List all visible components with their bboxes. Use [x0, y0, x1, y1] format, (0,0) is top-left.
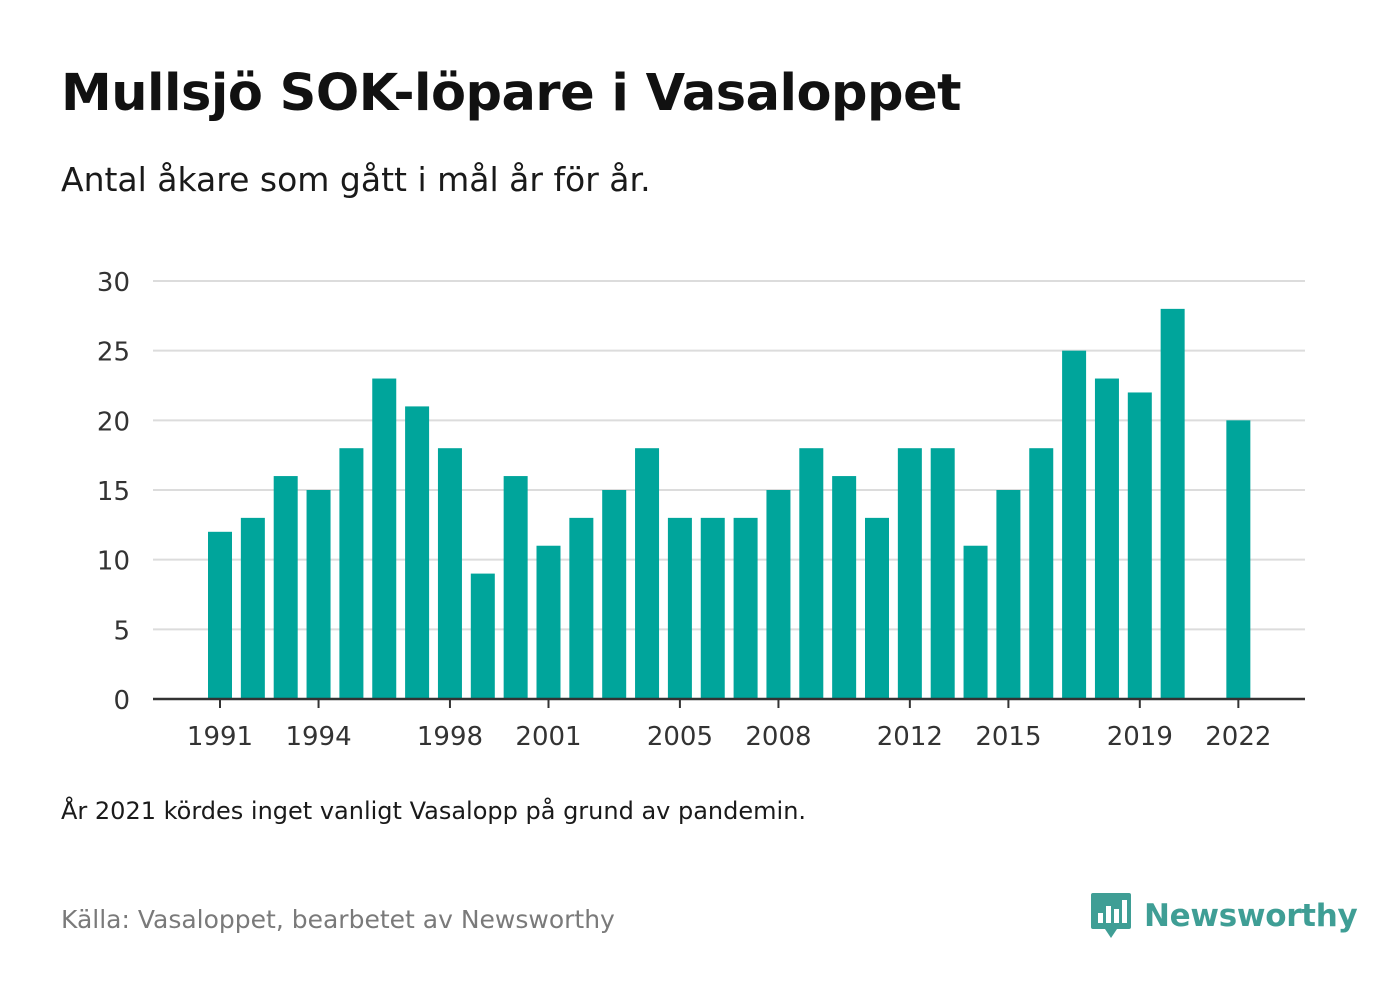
x-tick-label: 1998: [417, 722, 483, 752]
x-tick-label: 1991: [187, 722, 253, 752]
bar: [1062, 350, 1087, 699]
bar: [635, 448, 660, 699]
bar: [963, 545, 988, 699]
bar: [306, 490, 331, 699]
bar: [832, 476, 857, 699]
bar: [208, 531, 232, 699]
bar: [996, 490, 1021, 699]
bar: [405, 406, 430, 699]
x-tick-label: 2022: [1205, 722, 1271, 752]
y-tick-label: 10: [97, 547, 130, 577]
bar: [1094, 378, 1119, 699]
bar: [700, 517, 725, 699]
bar: [865, 517, 889, 699]
newsworthy-logo: Newsworthy: [1090, 891, 1358, 941]
x-tick-label: 2015: [975, 722, 1041, 752]
x-axis: [153, 697, 1305, 708]
y-tick-label: 30: [97, 268, 130, 298]
bar: [1127, 392, 1152, 699]
bar: [240, 517, 265, 699]
bar: [339, 448, 364, 699]
y-tick-label: 20: [97, 407, 130, 437]
bar: [503, 476, 528, 699]
y-tick-label: 25: [97, 338, 130, 368]
bar: [1160, 308, 1185, 699]
bar: [897, 448, 922, 699]
y-tick-label: 15: [97, 477, 130, 507]
bar: [1226, 420, 1251, 699]
source-credit: Källa: Vasaloppet, bearbetet av Newswort…: [61, 905, 615, 934]
bar: [766, 490, 791, 699]
chart-note: År 2021 kördes inget vanligt Vasalopp på…: [61, 797, 807, 825]
x-tick-label: 2005: [647, 722, 713, 752]
bar: [733, 517, 758, 699]
newsworthy-logo-text: Newsworthy: [1144, 898, 1358, 934]
x-tick-label: 2012: [877, 722, 943, 752]
bar: [273, 476, 298, 699]
bar: [372, 378, 397, 699]
bar: [1029, 448, 1054, 699]
bar: [437, 448, 462, 699]
newsworthy-logo-icon: [1091, 893, 1131, 938]
x-tick-label: 1994: [285, 722, 351, 752]
chart-title: Mullsjö SOK-löpare i Vasaloppet: [61, 64, 962, 123]
bar: [569, 517, 594, 699]
y-tick-label: 5: [113, 616, 130, 646]
x-axis-labels: 1991 1994 1998 2001 2005 2008 2012 2015 2019 2022: [187, 722, 1272, 752]
bar: [470, 573, 495, 699]
bar: [602, 490, 627, 699]
bar-chart: 0 5 10 15 20 25 30 1991 1994 1998 2001 2005 2008 201…: [97, 268, 1305, 752]
bar: [930, 448, 955, 699]
x-tick-label: 2008: [745, 722, 811, 752]
x-tick-label: 2001: [515, 722, 581, 752]
chart-subtitle: Antal åkare som gått i mål år för år.: [61, 160, 651, 199]
x-tick-label: 2019: [1107, 722, 1173, 752]
y-axis-labels: 0 5 10 15 20 25 30: [97, 268, 130, 716]
bar: [667, 517, 692, 699]
y-tick-label: 0: [113, 686, 130, 716]
bars: [208, 308, 1251, 699]
bar: [536, 545, 561, 699]
bar: [799, 448, 824, 699]
